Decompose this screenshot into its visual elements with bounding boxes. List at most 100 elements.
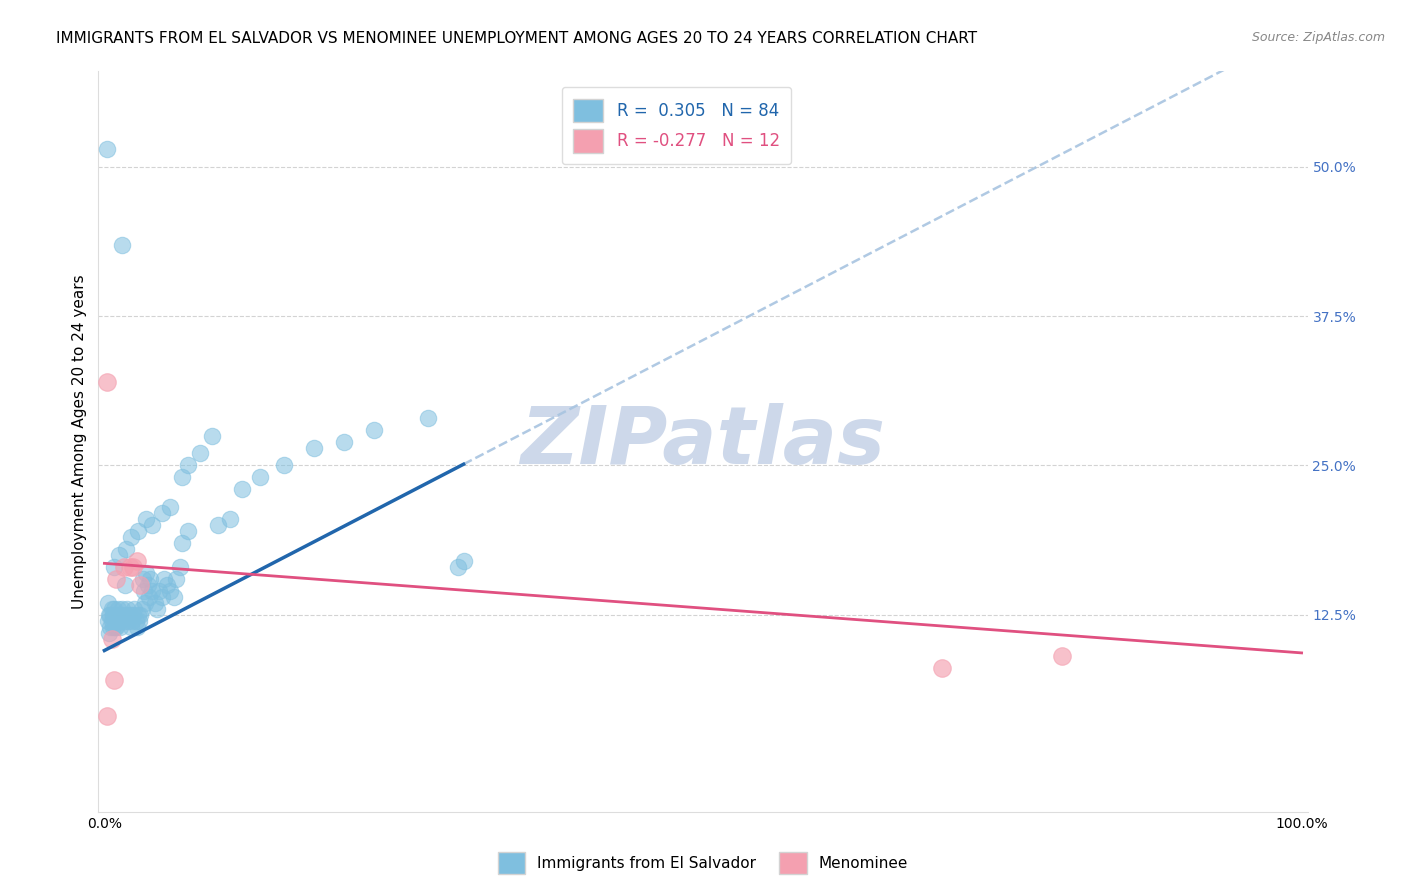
Point — [108, 619, 131, 633]
Point — [100, 632, 122, 646]
Point — [201, 428, 224, 442]
Point — [97, 596, 120, 610]
Point — [148, 583, 170, 598]
Point — [150, 590, 173, 604]
Point — [108, 614, 131, 628]
Point — [150, 506, 173, 520]
Point — [107, 607, 129, 622]
Point — [120, 530, 142, 544]
Point — [124, 614, 146, 628]
Point — [249, 470, 271, 484]
Point — [146, 601, 169, 615]
Point — [129, 607, 152, 622]
Text: IMMIGRANTS FROM EL SALVADOR VS MENOMINEE UNEMPLOYMENT AMONG AGES 20 TO 24 YEARS : IMMIGRANTS FROM EL SALVADOR VS MENOMINEE… — [56, 31, 977, 46]
Point — [122, 607, 145, 622]
Point — [159, 500, 181, 515]
Point — [124, 601, 146, 615]
Point — [104, 614, 127, 628]
Point — [122, 560, 145, 574]
Point — [118, 560, 141, 574]
Point — [153, 572, 176, 586]
Point — [139, 572, 162, 586]
Point — [105, 572, 128, 586]
Point — [159, 583, 181, 598]
Y-axis label: Unemployment Among Ages 20 to 24 years: Unemployment Among Ages 20 to 24 years — [72, 274, 87, 609]
Point — [135, 512, 157, 526]
Point — [172, 536, 194, 550]
Point — [141, 583, 163, 598]
Point — [363, 423, 385, 437]
Point — [177, 458, 200, 473]
Point — [118, 607, 141, 622]
Point — [169, 560, 191, 574]
Point — [107, 601, 129, 615]
Point — [163, 590, 186, 604]
Point — [107, 614, 129, 628]
Point — [96, 709, 118, 723]
Point — [100, 607, 122, 622]
Point — [127, 524, 149, 538]
Point — [134, 596, 156, 610]
Point — [446, 560, 468, 574]
Point — [138, 590, 160, 604]
Point — [125, 554, 148, 568]
Point — [143, 596, 166, 610]
Point — [105, 607, 128, 622]
Point — [453, 554, 475, 568]
Point — [165, 572, 187, 586]
Point — [333, 434, 356, 449]
Point — [231, 483, 253, 497]
Point — [132, 583, 155, 598]
Point — [98, 607, 121, 622]
Point — [105, 619, 128, 633]
Legend: R =  0.305   N = 84, R = -0.277   N = 12: R = 0.305 N = 84, R = -0.277 N = 12 — [561, 87, 792, 164]
Point — [128, 614, 150, 628]
Point — [188, 446, 211, 460]
Point — [125, 619, 148, 633]
Point — [129, 578, 152, 592]
Point — [136, 578, 159, 592]
Point — [96, 142, 118, 156]
Legend: Immigrants from El Salvador, Menominee: Immigrants from El Salvador, Menominee — [492, 846, 914, 880]
Point — [111, 237, 134, 252]
Point — [141, 518, 163, 533]
Point — [103, 673, 125, 688]
Point — [98, 625, 121, 640]
Point — [112, 614, 135, 628]
Point — [115, 607, 138, 622]
Point — [100, 614, 122, 628]
Point — [100, 619, 122, 633]
Point — [132, 572, 155, 586]
Point — [1050, 649, 1073, 664]
Point — [115, 541, 138, 556]
Point — [103, 601, 125, 615]
Point — [112, 560, 135, 574]
Point — [416, 410, 439, 425]
Point — [117, 614, 139, 628]
Point — [120, 619, 142, 633]
Point — [931, 661, 953, 675]
Point — [96, 375, 118, 389]
Text: ZIPatlas: ZIPatlas — [520, 402, 886, 481]
Point — [101, 607, 124, 622]
Point — [107, 548, 129, 562]
Point — [135, 566, 157, 580]
Point — [177, 524, 200, 538]
Point — [219, 512, 242, 526]
Point — [172, 470, 194, 484]
Point — [114, 578, 136, 592]
Point — [156, 578, 179, 592]
Text: Source: ZipAtlas.com: Source: ZipAtlas.com — [1251, 31, 1385, 45]
Point — [127, 607, 149, 622]
Point — [103, 560, 125, 574]
Point — [302, 441, 325, 455]
Point — [97, 614, 120, 628]
Point — [273, 458, 295, 473]
Point — [121, 614, 143, 628]
Point — [115, 601, 138, 615]
Point — [131, 601, 153, 615]
Point — [100, 601, 122, 615]
Point — [111, 601, 134, 615]
Point — [207, 518, 229, 533]
Point — [104, 619, 127, 633]
